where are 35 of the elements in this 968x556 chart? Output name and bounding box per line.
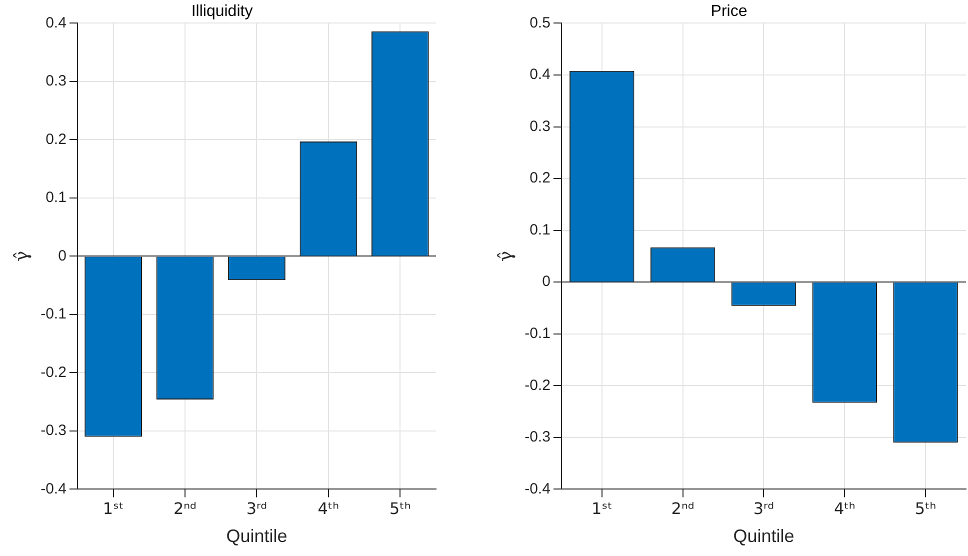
y-tick-label: 0.2 <box>530 170 550 187</box>
x-tick-label: 4ᵗʰ <box>834 498 856 518</box>
x-tick-label: 5ᵗʰ <box>914 498 936 518</box>
y-tick-label: 0 <box>58 247 66 264</box>
y-axis-title: γ̂ <box>495 250 516 262</box>
y-tick-label: -0.3 <box>40 422 66 440</box>
x-tick-label: 3ʳᵈ <box>753 498 774 518</box>
y-tick-label: 0.4 <box>530 66 550 84</box>
x-tick-label: 1ˢᵗ <box>102 498 124 518</box>
chart-title: Price <box>710 3 748 20</box>
y-tick-label: -0.2 <box>40 364 66 381</box>
chart-title: Illiquidity <box>191 3 253 20</box>
y-tick-label: -0.1 <box>40 306 66 323</box>
y-tick-label: 0.3 <box>530 118 550 135</box>
x-tick-label: 1ˢᵗ <box>591 498 612 518</box>
y-tick-label: 0.1 <box>530 221 550 238</box>
x-tick-label: 2ⁿᵈ <box>173 498 197 518</box>
y-tick-label: -0.3 <box>524 428 550 446</box>
y-axis-title: γ̂ <box>11 250 32 262</box>
x-tick-label: 4ᵗʰ <box>318 498 340 518</box>
y-tick-label: -0.2 <box>524 376 550 394</box>
x-axis-title: Quintile <box>226 526 288 546</box>
x-tick-label: 5ᵗʰ <box>389 498 411 518</box>
y-tick-label: -0.4 <box>524 480 550 498</box>
y-tick-label: 0.4 <box>46 14 66 32</box>
x-axis-title: Quintile <box>733 526 794 546</box>
y-tick-label: 0 <box>542 273 550 290</box>
y-tick-label: 0.5 <box>530 14 550 32</box>
y-tick-label: 0.3 <box>46 72 66 90</box>
y-tick-label: -0.4 <box>40 480 66 498</box>
y-tick-label: -0.1 <box>524 325 550 342</box>
y-tick-label: 0.1 <box>46 189 66 206</box>
y-tick-label: 0.2 <box>46 130 66 148</box>
x-tick-label: 3ʳᵈ <box>246 498 268 518</box>
x-tick-label: 2ⁿᵈ <box>671 498 694 518</box>
